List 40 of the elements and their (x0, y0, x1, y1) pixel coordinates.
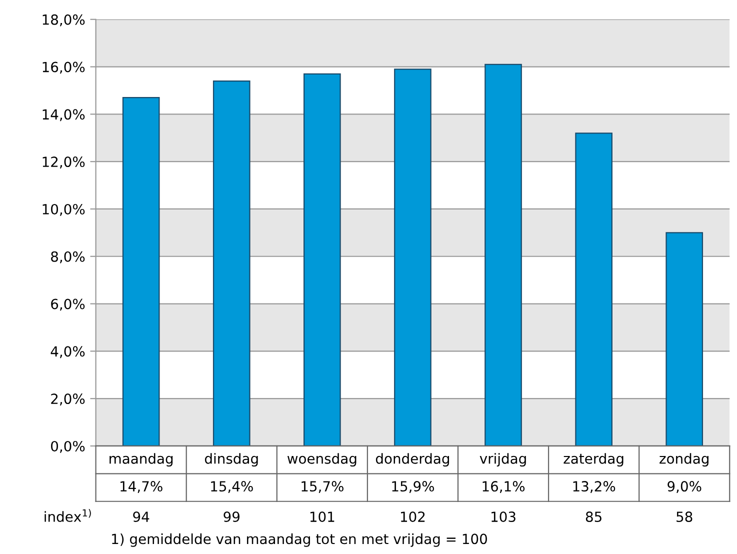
x-tick-label: zondag (660, 453, 708, 467)
y-tick-label: 6,0% (51, 298, 85, 311)
text: index$^{1)}$ (44, 509, 91, 522)
x-tick-label: zaterdag (564, 453, 624, 467)
data-label: 15,4% (211, 481, 253, 493)
text: 103 (492, 512, 516, 522)
data-label: 14,7% (120, 481, 162, 493)
y-tick-label: 2,0% (51, 394, 85, 406)
x-tick-label: donderdag (376, 453, 449, 467)
text: 1) gemiddelde van maandag tot en met vrijdag = 100 (112, 533, 487, 547)
bar (484, 64, 522, 446)
data-label: 15,9% (392, 481, 434, 493)
y-tick-label: 10,0% (42, 204, 85, 216)
text: 99 (224, 512, 240, 522)
y-tick-label: 8,0% (51, 251, 85, 264)
data-label: 15,7% (302, 481, 344, 493)
x-tick-label: woensdag (287, 453, 356, 467)
y-tick-label: 14,0% (42, 109, 85, 122)
text: 58 (676, 512, 692, 522)
bar (212, 80, 250, 446)
bar (666, 232, 704, 446)
y-tick-label: 0,0% (51, 440, 85, 453)
data-label: 16,1% (482, 481, 525, 493)
y-tick-label: 12,0% (42, 156, 85, 168)
text: 85 (586, 512, 602, 522)
bar (394, 68, 432, 446)
text: 102 (400, 512, 425, 522)
x-tick-label: maandag (110, 453, 173, 467)
bar (304, 73, 341, 446)
data-label: 9,0% (668, 481, 702, 493)
bar (575, 132, 612, 446)
x-tick-label: vrijdag (480, 453, 526, 467)
bar (122, 97, 160, 446)
data-label: 13,2% (573, 481, 616, 493)
y-tick-label: 4,0% (50, 346, 85, 358)
text: 101 (310, 512, 334, 522)
y-tick-label: 18,0% (42, 14, 85, 26)
y-tick-label: 16,0% (42, 62, 85, 74)
x-tick-label: dinsdag (204, 453, 258, 467)
text: 94 (133, 512, 150, 522)
